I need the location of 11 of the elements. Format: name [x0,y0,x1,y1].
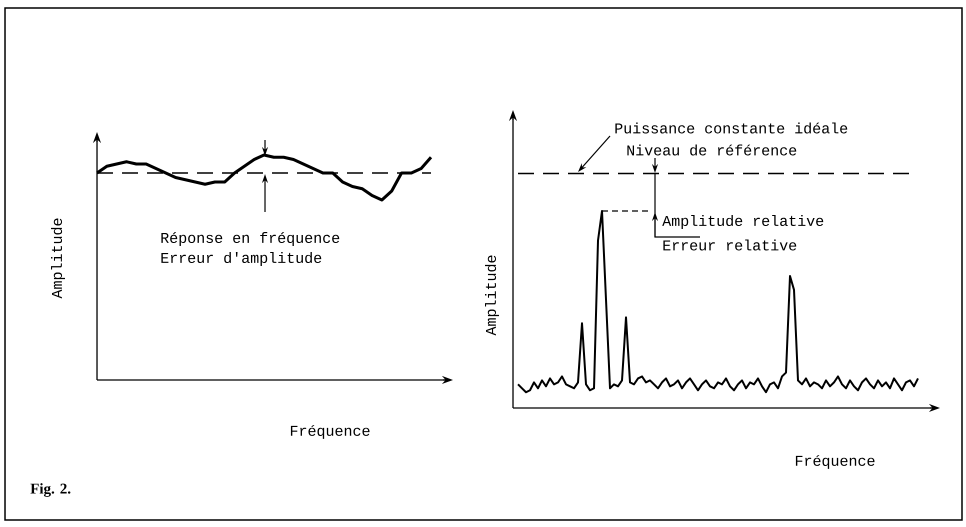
annotation: Amplitude relative [662,215,824,229]
y-axis-title: Amplitude [485,255,499,336]
annotation: Erreur d'amplitude [161,252,322,266]
x-axis-title: Fréquence [796,455,875,469]
y-axis-title: Amplitude [51,218,65,298]
annotation: Réponse en fréquence [161,232,340,246]
text: Niveau de référence [627,144,796,156]
x-axis-title: Fréquence [290,425,370,439]
text: Puissance constante idéale [615,122,848,134]
caption: Fig. 2. [30,483,70,497]
annotation: Erreur relative [663,239,796,250]
